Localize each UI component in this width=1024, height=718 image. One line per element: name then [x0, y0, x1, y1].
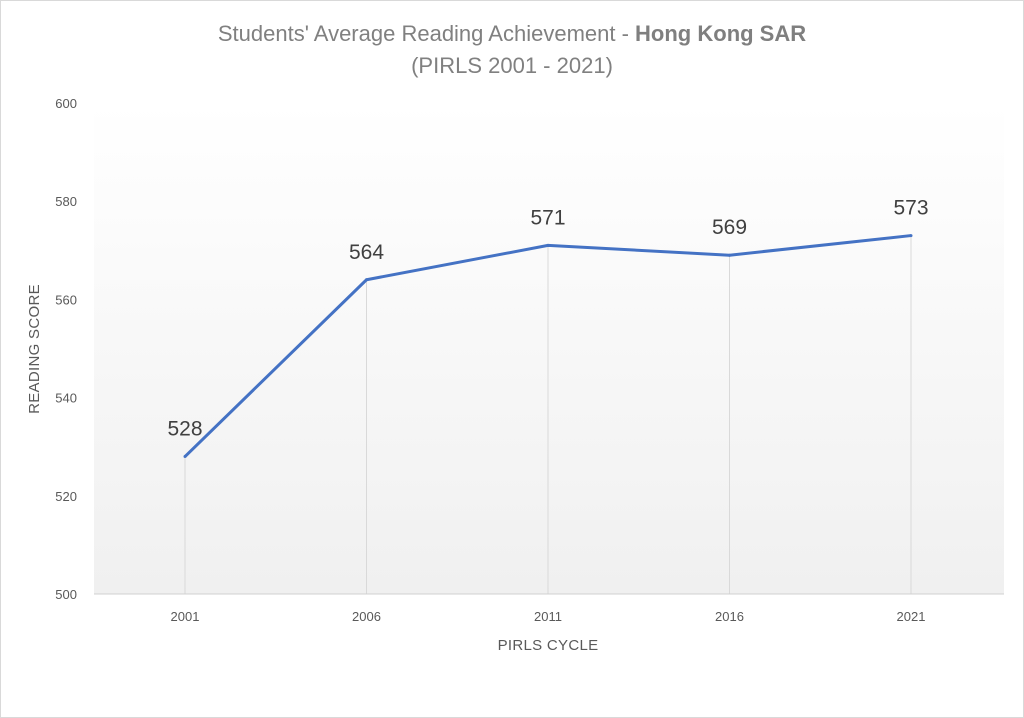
- y-axis-title: READING SCORE: [26, 284, 43, 414]
- y-tick-label: 500: [55, 587, 77, 602]
- data-point: [728, 253, 731, 257]
- chart-title: Students' Average Reading Achievement - …: [0, 20, 1024, 48]
- data-label: 564: [349, 241, 384, 264]
- y-tick-label: 520: [55, 489, 77, 504]
- data-label: 569: [712, 216, 747, 239]
- chart-title-emphasis: Hong Kong SAR: [635, 21, 807, 46]
- y-tick-label: 540: [55, 391, 77, 406]
- x-tick-label: 2021: [897, 609, 926, 624]
- x-tick-label: 2011: [534, 609, 562, 624]
- data-point: [365, 278, 368, 282]
- plot-area: [94, 103, 1004, 594]
- x-tick-label: 2001: [171, 609, 200, 624]
- data-label: 528: [167, 418, 202, 441]
- data-label: 573: [893, 197, 928, 220]
- y-tick-label: 580: [55, 194, 77, 209]
- chart-subtitle: (PIRLS 2001 - 2021): [411, 53, 613, 78]
- chart-title-prefix: Students' Average Reading Achievement -: [217, 21, 636, 46]
- x-tick-label: 2006: [352, 609, 381, 624]
- data-point: [909, 234, 913, 238]
- data-point: [183, 455, 187, 459]
- y-tick-label: 600: [55, 96, 77, 111]
- x-axis-title: PIRLS CYCLE: [498, 637, 599, 654]
- y-tick-label: 560: [55, 292, 77, 307]
- x-tick-label: 2016: [715, 609, 744, 624]
- data-label: 571: [530, 206, 565, 229]
- data-point: [546, 243, 550, 247]
